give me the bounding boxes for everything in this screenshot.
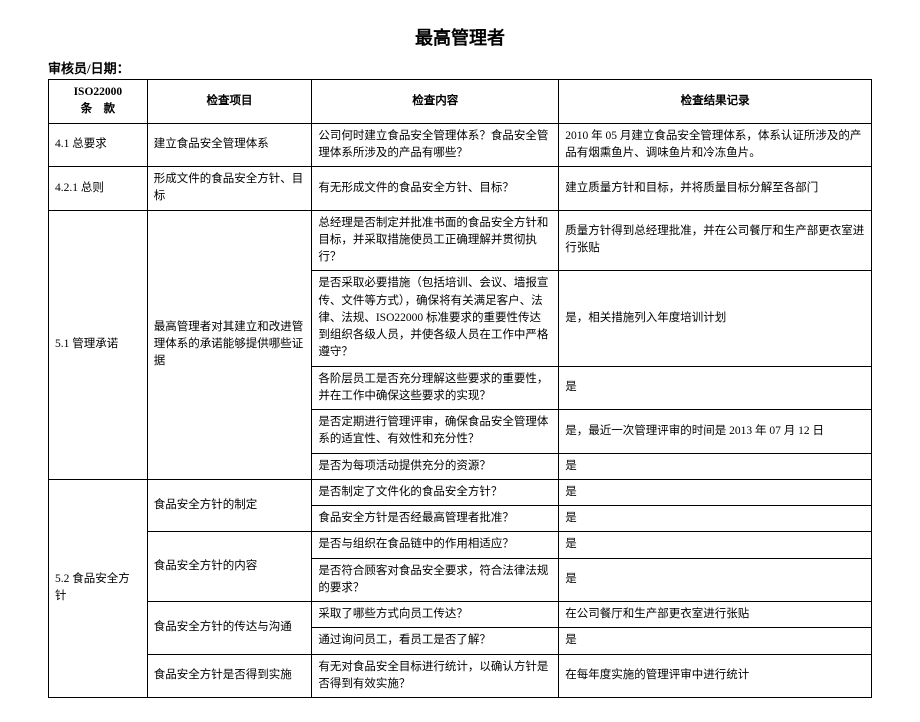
cell-content: 是否制定了文件化的食品安全方针？ — [312, 479, 559, 505]
th-result: 检查结果记录 — [559, 80, 872, 124]
cell-result: 是 — [559, 628, 872, 654]
cell-content: 是否为每项活动提供充分的资源？ — [312, 453, 559, 479]
page-title: 最高管理者 — [48, 24, 872, 50]
cell-content: 是否与组织在食品链中的作用相适应？ — [312, 532, 559, 558]
cell-result: 是 — [559, 453, 872, 479]
table-row: 4.2.1 总则 形成文件的食品安全方针、目标 有无形成文件的食品安全方针、目标… — [49, 167, 872, 211]
table-header-row: ISO22000 条 款 检查项目 检查内容 检查结果记录 — [49, 80, 872, 124]
table-row: 食品安全方针是否得到实施 有无对食品安全目标进行统计，以确认方针是否得到有效实施… — [49, 654, 872, 698]
cell-result: 是 — [559, 506, 872, 532]
inspection-table: ISO22000 条 款 检查项目 检查内容 检查结果记录 4.1 总要求 建立… — [48, 79, 872, 698]
cell-content: 总经理是否制定并批准书面的食品安全方针和目标，并采取措施使员工正确理解并贯彻执行… — [312, 210, 559, 271]
th-content: 检查内容 — [312, 80, 559, 124]
cell-content: 有无形成文件的食品安全方针、目标？ — [312, 167, 559, 211]
cell-content: 采取了哪些方式向员工传达？ — [312, 602, 559, 628]
cell-content: 公司何时建立食品安全管理体系？食品安全管理体系所涉及的产品有哪些？ — [312, 123, 559, 167]
table-row: 食品安全方针的传达与沟通 采取了哪些方式向员工传达？ 在公司餐厅和生产部更衣室进… — [49, 602, 872, 628]
auditor-date-label: 审核员/日期： — [48, 58, 872, 77]
cell-content: 是否采取必要措施（包括培训、会议、墙报宣传、文件等方式），确保将有关满足客户、法… — [312, 271, 559, 366]
cell-result: 2010 年 05 月建立食品安全管理体系，体系认证所涉及的产品有烟熏鱼片、调味… — [559, 123, 872, 167]
th-clause-line2: 条 款 — [81, 103, 116, 115]
cell-clause: 5.2 食品安全方针 — [49, 479, 148, 697]
th-clause-line1: ISO22000 — [74, 86, 123, 98]
cell-item: 食品安全方针是否得到实施 — [147, 654, 312, 698]
th-item: 检查项目 — [147, 80, 312, 124]
table-row: 5.1 管理承诺 最高管理者对其建立和改进管理体系的承诺能够提供哪些证据 总经理… — [49, 210, 872, 271]
cell-item: 形成文件的食品安全方针、目标 — [147, 167, 312, 211]
cell-result: 是 — [559, 479, 872, 505]
cell-content: 各阶层员工是否充分理解这些要求的重要性，并在工作中确保这些要求的实现？ — [312, 366, 559, 410]
cell-item: 食品安全方针的传达与沟通 — [147, 602, 312, 655]
table-row: 5.2 食品安全方针 食品安全方针的制定 是否制定了文件化的食品安全方针？ 是 — [49, 479, 872, 505]
table-row: 食品安全方针的内容 是否与组织在食品链中的作用相适应？ 是 — [49, 532, 872, 558]
cell-content: 是否符合顾客对食品安全要求，符合法律法规的要求？ — [312, 558, 559, 602]
cell-content: 有无对食品安全目标进行统计，以确认方针是否得到有效实施？ — [312, 654, 559, 698]
table-row: 4.1 总要求 建立食品安全管理体系 公司何时建立食品安全管理体系？食品安全管理… — [49, 123, 872, 167]
cell-result: 是，相关措施列入年度培训计划 — [559, 271, 872, 366]
cell-item: 最高管理者对其建立和改进管理体系的承诺能够提供哪些证据 — [147, 210, 312, 479]
cell-result: 在公司餐厅和生产部更衣室进行张贴 — [559, 602, 872, 628]
cell-result: 在每年度实施的管理评审中进行统计 — [559, 654, 872, 698]
cell-clause: 4.2.1 总则 — [49, 167, 148, 211]
cell-result: 是，最近一次管理评审的时间是 2013 年 07 月 12 日 — [559, 410, 872, 454]
cell-result: 是 — [559, 558, 872, 602]
cell-clause: 4.1 总要求 — [49, 123, 148, 167]
cell-result: 是 — [559, 532, 872, 558]
cell-clause: 5.1 管理承诺 — [49, 210, 148, 479]
cell-result: 质量方针得到总经理批准，并在公司餐厅和生产部更衣室进行张贴 — [559, 210, 872, 271]
cell-result: 是 — [559, 366, 872, 410]
th-clause: ISO22000 条 款 — [49, 80, 148, 124]
cell-item: 食品安全方针的内容 — [147, 532, 312, 602]
cell-item: 建立食品安全管理体系 — [147, 123, 312, 167]
cell-content: 通过询问员工，看员工是否了解？ — [312, 628, 559, 654]
cell-content: 食品安全方针是否经最高管理者批准？ — [312, 506, 559, 532]
cell-result: 建立质量方针和目标，并将质量目标分解至各部门 — [559, 167, 872, 211]
cell-item: 食品安全方针的制定 — [147, 479, 312, 532]
cell-content: 是否定期进行管理评审，确保食品安全管理体系的适宜性、有效性和充分性？ — [312, 410, 559, 454]
